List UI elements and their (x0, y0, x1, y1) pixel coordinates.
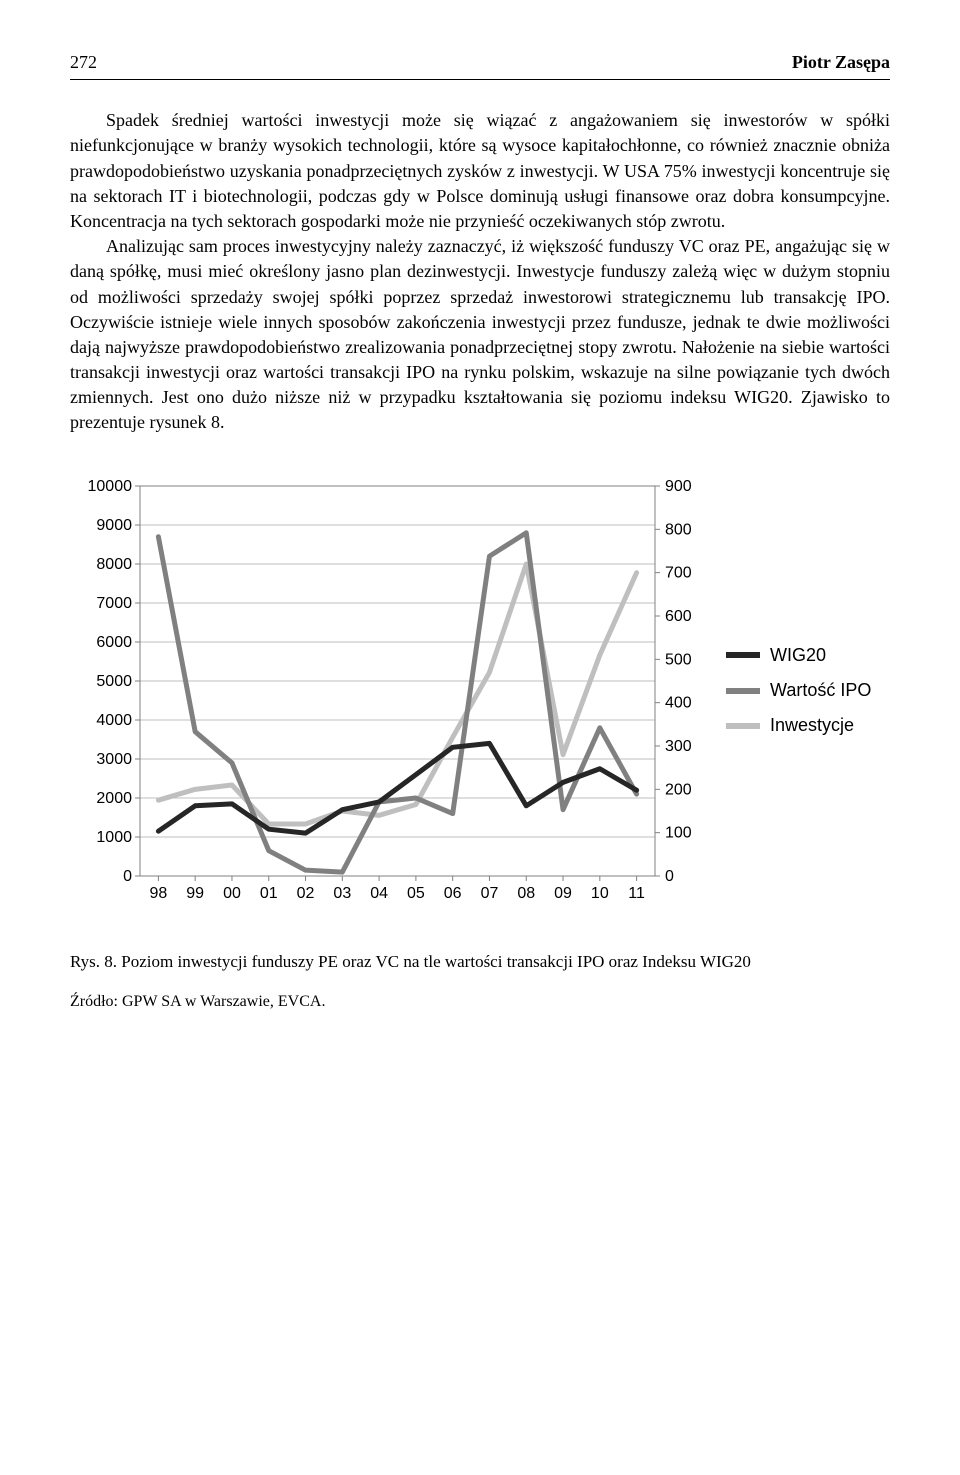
article-body: Spadek średniej wartości inwestycji może… (70, 108, 890, 435)
paragraph-1: Spadek średniej wartości inwestycji może… (70, 108, 890, 234)
legend-label: Wartość IPO (770, 678, 871, 703)
legend-item-ipo: Wartość IPO (726, 678, 871, 703)
figure-caption: Rys. 8. Poziom inwestycji funduszy PE or… (70, 950, 890, 974)
caption-prefix: Rys. 8. (70, 952, 117, 971)
svg-text:02: 02 (297, 885, 315, 902)
svg-text:400: 400 (665, 694, 692, 711)
svg-text:11: 11 (628, 885, 645, 902)
svg-text:00: 00 (223, 885, 241, 902)
svg-text:100: 100 (665, 824, 692, 841)
caption-text: Poziom inwestycji funduszy PE oraz VC na… (121, 952, 751, 971)
svg-text:6000: 6000 (96, 634, 132, 651)
svg-text:700: 700 (665, 564, 692, 581)
svg-text:0: 0 (123, 868, 132, 885)
svg-text:1000: 1000 (96, 829, 132, 846)
legend-swatch (726, 652, 760, 658)
line-chart: 0100020003000400050006000700080009000100… (70, 476, 710, 916)
svg-text:8000: 8000 (96, 556, 132, 573)
svg-text:03: 03 (333, 885, 351, 902)
svg-text:200: 200 (665, 781, 692, 798)
svg-text:10000: 10000 (88, 478, 133, 495)
legend-swatch (726, 688, 760, 694)
svg-text:0: 0 (665, 868, 674, 885)
chart-legend: WIG20 Wartość IPO Inwestycje (726, 643, 871, 749)
svg-text:800: 800 (665, 521, 692, 538)
svg-text:08: 08 (517, 885, 535, 902)
author-name: Piotr Zasępa (792, 50, 890, 75)
legend-swatch (726, 723, 760, 729)
source-text: GPW SA w Warszawie, EVCA. (122, 993, 325, 1010)
svg-text:3000: 3000 (96, 751, 132, 768)
svg-text:06: 06 (444, 885, 462, 902)
svg-text:7000: 7000 (96, 595, 132, 612)
svg-text:05: 05 (407, 885, 425, 902)
svg-text:99: 99 (186, 885, 204, 902)
svg-text:5000: 5000 (96, 673, 132, 690)
svg-text:900: 900 (665, 478, 692, 495)
svg-text:600: 600 (665, 608, 692, 625)
svg-text:04: 04 (370, 885, 388, 902)
legend-item-wig20: WIG20 (726, 643, 871, 668)
figure-8: 0100020003000400050006000700080009000100… (70, 476, 890, 916)
legend-label: Inwestycje (770, 713, 854, 738)
source-prefix: Źródło: (70, 993, 118, 1010)
figure-source: Źródło: GPW SA w Warszawie, EVCA. (70, 991, 890, 1013)
svg-text:09: 09 (554, 885, 572, 902)
legend-item-inv: Inwestycje (726, 713, 871, 738)
paragraph-2: Analizując sam proces inwestycyjny należ… (70, 234, 890, 436)
svg-text:10: 10 (591, 885, 609, 902)
svg-text:4000: 4000 (96, 712, 132, 729)
svg-text:500: 500 (665, 651, 692, 668)
legend-label: WIG20 (770, 643, 826, 668)
page-number: 272 (70, 50, 97, 75)
svg-text:07: 07 (481, 885, 499, 902)
svg-text:01: 01 (260, 885, 278, 902)
svg-text:9000: 9000 (96, 517, 132, 534)
svg-text:2000: 2000 (96, 790, 132, 807)
svg-text:98: 98 (149, 885, 167, 902)
page-header: 272 Piotr Zasępa (70, 50, 890, 80)
svg-text:300: 300 (665, 738, 692, 755)
